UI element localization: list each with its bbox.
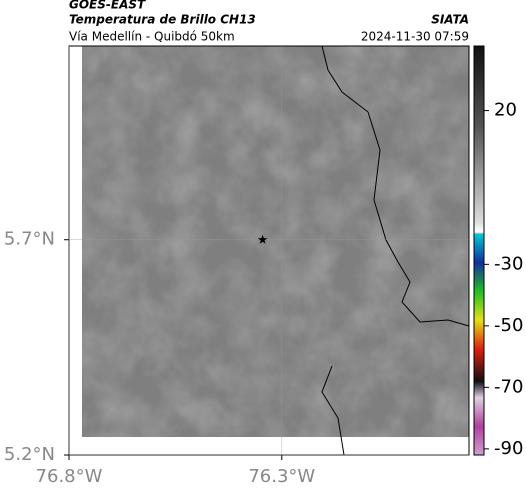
colorbar-tick-label: -90 [494,438,523,459]
border [321,365,345,456]
x-tick-label: 76.3°W [248,466,315,487]
location-marker [257,234,268,244]
region: Vía Medellín - Quibdó 50km [69,30,235,44]
product: Temperatura de Brillo CH13 [69,13,256,27]
colorbar-tick-label: -30 [494,253,523,274]
colorbar-tick-label: 20 [494,100,517,121]
source: SIATA [431,13,469,27]
colorbar-tick-label: -50 [494,315,523,336]
colorbar [473,45,485,456]
colorbar-tick-label: -70 [494,376,523,397]
datetime: 2024-11-30 07:59 [361,30,469,44]
cloud-texture [82,46,469,437]
satellite: GOES-EAST [69,0,146,12]
y-tick-label: 5.7°N [4,229,55,250]
y-tick-label: 5.2°N [4,444,55,465]
x-tick-label: 76.8°W [36,466,103,487]
